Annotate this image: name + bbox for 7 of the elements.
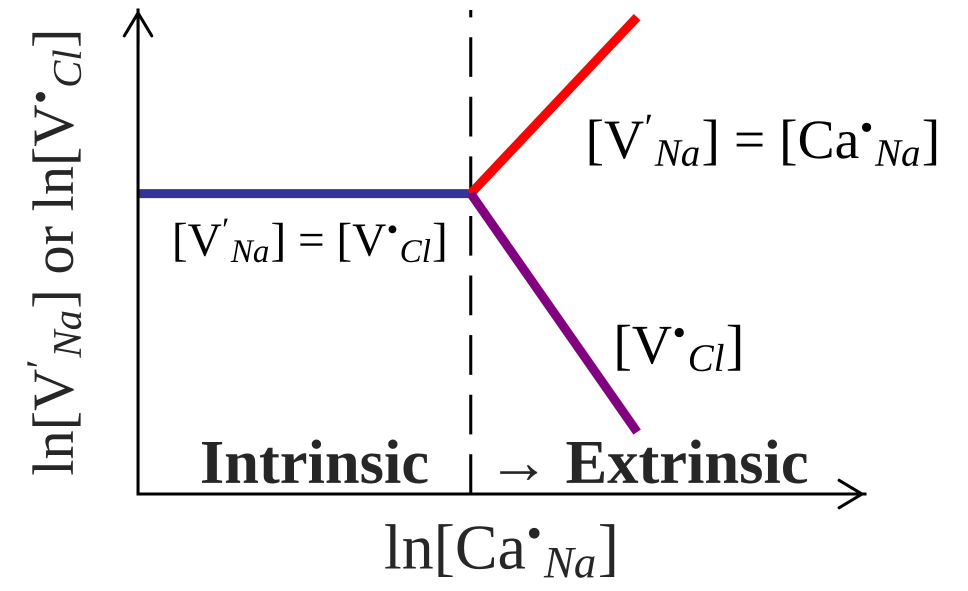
series-label: [V$^{•}$$_{Cl}$] (617, 324, 740, 372)
series-label: [V$^{′}$$_{Na}$] = [Ca$^{•}$$_{Na}$] (590, 114, 936, 166)
series-label: [V$^{′}$$_{Na}$] = [V$^{•}$$_{Cl}$] (175, 218, 444, 262)
annotation: Intrinsic (202, 440, 428, 484)
y-axis-title: ln[V$^{′}$$_{Na}$] or ln[V$^{•}$$_{Cl}$] (27, 32, 82, 475)
annotation: → Extrinsic (500, 440, 808, 484)
x-axis-title: ln[Ca$^{•}$$_{Na}$] (385, 524, 614, 578)
